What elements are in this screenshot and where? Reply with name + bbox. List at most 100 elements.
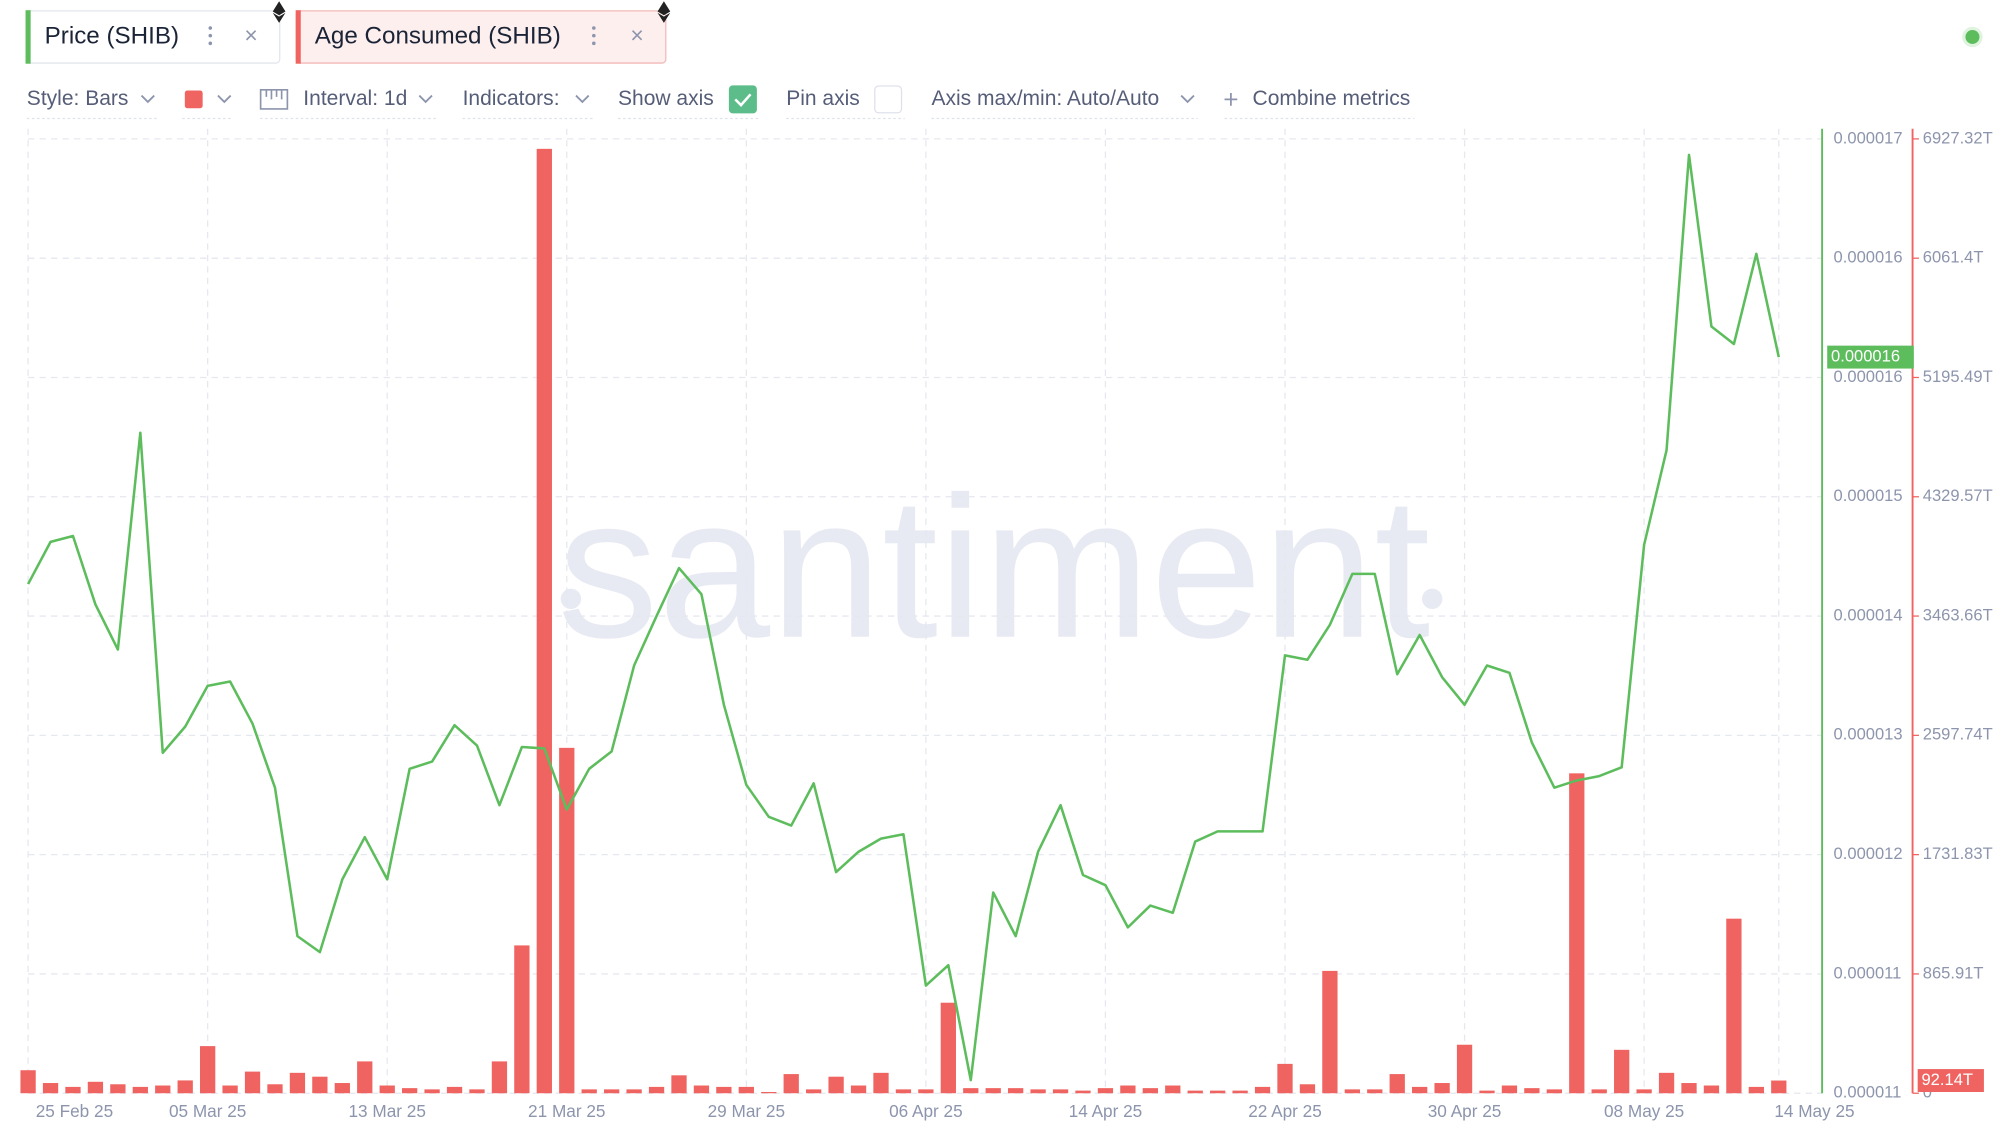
status-dot	[1965, 29, 1980, 44]
x-tick-label: 05 Mar 25	[169, 1101, 246, 1121]
bar	[42, 1083, 59, 1094]
axis-minmax-label: Axis max/min: Auto/Auto	[931, 87, 1159, 110]
y2-tick-label: 5195.49T	[1923, 367, 1993, 386]
bar	[1232, 1090, 1248, 1094]
interval-select[interactable]: Interval: 1d	[259, 87, 436, 120]
eth-icon	[657, 1, 671, 23]
bar	[1524, 1088, 1540, 1094]
tab-label: Age Consumed (SHIB)	[315, 22, 561, 49]
indicators-label: Indicators:	[463, 87, 560, 110]
y-tick-label: 0.000016	[1834, 248, 1903, 267]
bar	[828, 1076, 844, 1094]
bar	[783, 1074, 799, 1094]
bar	[1210, 1090, 1226, 1094]
bar	[1142, 1088, 1158, 1094]
bar	[469, 1089, 485, 1094]
bar	[1254, 1086, 1271, 1094]
bar	[1412, 1086, 1428, 1094]
bar	[87, 1081, 104, 1094]
value-label: 92.14T	[1921, 1070, 1973, 1089]
bar	[940, 1002, 956, 1094]
close-icon[interactable]: ×	[244, 22, 257, 48]
menu-icon[interactable]	[208, 26, 213, 46]
color-swatch	[184, 90, 203, 109]
bar	[379, 1085, 395, 1094]
bar	[491, 1061, 508, 1094]
bar	[671, 1075, 687, 1094]
y-tick-label: 0.000015	[1834, 486, 1903, 505]
eth-icon	[272, 1, 286, 23]
tab-label: Price (SHIB)	[45, 22, 179, 49]
chevron	[140, 94, 155, 104]
bar	[1277, 1063, 1293, 1094]
x-tick-label: 08 May 25	[1604, 1101, 1684, 1121]
x-tick-label: 29 Mar 25	[708, 1101, 785, 1121]
y-tick-label: 0.000017	[1834, 128, 1903, 147]
bar	[693, 1085, 710, 1094]
chevron	[1180, 94, 1195, 104]
bar	[1097, 1088, 1114, 1094]
show-axis-toggle[interactable]: Show axis	[618, 85, 761, 120]
bar	[1726, 918, 1742, 1094]
show-axis-label: Show axis	[618, 87, 714, 110]
bar	[1681, 1083, 1697, 1094]
bar	[738, 1086, 754, 1094]
bar	[1591, 1089, 1607, 1094]
x-tick-label: 22 Apr 25	[1248, 1101, 1322, 1121]
bar	[1075, 1090, 1091, 1094]
y-tick-label: 0.000012	[1834, 844, 1903, 863]
y2-tick-label: 865.91T	[1923, 963, 1984, 982]
bar	[648, 1086, 665, 1094]
bar	[806, 1089, 822, 1094]
bar	[312, 1076, 328, 1094]
combine-button[interactable]: Combine metrics	[1224, 87, 1415, 120]
check-mark	[734, 93, 752, 107]
bar	[626, 1089, 642, 1094]
bar	[155, 1085, 171, 1094]
toolbar: Style: Bars Interval: 1d Indicators: Sho…	[26, 85, 1415, 120]
value-label: 0.000016	[1831, 346, 1900, 365]
indicators-select[interactable]: Indicators:	[463, 87, 593, 120]
bar	[850, 1085, 867, 1094]
style-select[interactable]: Style: Bars	[26, 87, 159, 120]
color-select[interactable]	[182, 90, 234, 120]
tab-accent	[25, 10, 31, 64]
x-tick-label: 21 Mar 25	[528, 1101, 605, 1121]
y2-tick-label: 3463.66T	[1923, 605, 1993, 624]
chevron	[418, 94, 433, 104]
bar	[559, 747, 575, 1094]
x-tick-label: 13 Mar 25	[349, 1101, 426, 1121]
bar	[514, 945, 530, 1094]
price-line	[26, 153, 1781, 1082]
watermark: santiment	[558, 455, 1443, 680]
watermark-text: santiment	[558, 455, 1431, 680]
ruler-icon	[259, 88, 289, 110]
checkbox-checked	[728, 85, 757, 114]
bar	[1030, 1089, 1046, 1094]
pin-axis-toggle[interactable]: Pin axis	[786, 85, 905, 120]
chevron	[217, 94, 232, 104]
x-tick-label: 30 Apr 25	[1428, 1101, 1502, 1121]
menu-icon[interactable]	[592, 26, 596, 46]
tab-accent	[295, 10, 301, 64]
bar	[1120, 1085, 1136, 1094]
bar	[1614, 1049, 1630, 1094]
bar	[581, 1089, 597, 1094]
y2-tick-label: 1731.83T	[1923, 844, 1993, 863]
axis-minmax-select[interactable]: Axis max/min: Auto/Auto	[931, 87, 1198, 120]
close-icon[interactable]: ×	[630, 22, 643, 48]
y2-tick-label: 4329.57T	[1923, 486, 1993, 505]
bar	[177, 1080, 193, 1094]
bar	[1479, 1090, 1495, 1094]
tab[interactable]: Price (SHIB) ×	[25, 10, 281, 64]
pin-axis-label: Pin axis	[786, 87, 860, 110]
bar	[1389, 1074, 1405, 1094]
bar	[1299, 1084, 1316, 1094]
y2-tick-label: 0	[1923, 1083, 1932, 1102]
bar	[1008, 1088, 1024, 1094]
tab[interactable]: Age Consumed (SHIB) ×	[295, 10, 667, 64]
bar	[536, 148, 552, 1094]
y-tick-label: 0.000014	[1834, 605, 1903, 624]
bar	[200, 1046, 216, 1094]
